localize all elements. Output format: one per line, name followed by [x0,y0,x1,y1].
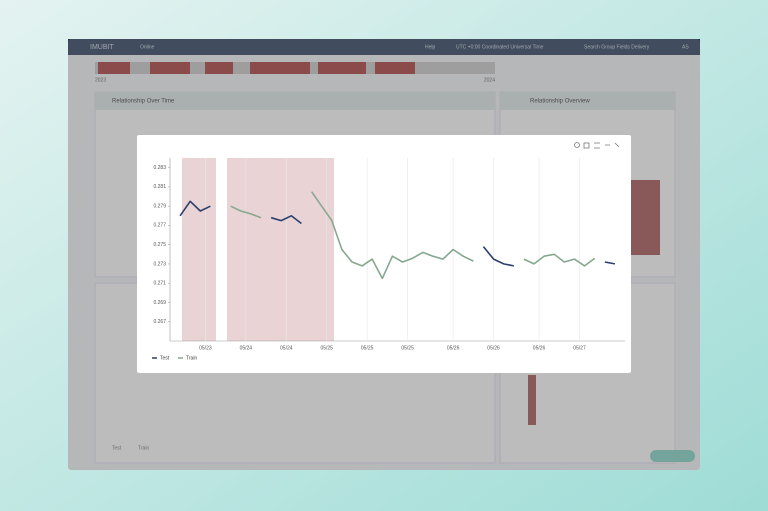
group-select[interactable]: Search Group Fields Delivery [584,44,650,50]
train-region [182,158,216,341]
x-tick-label: 05/25 [401,345,414,351]
legend-label: Test [112,445,122,451]
y-tick-label: 0.279 [153,203,166,209]
legend-label: Test [160,355,170,361]
y-tick-label: 0.275 [153,242,166,248]
x-tick-label: 05/24 [280,345,293,351]
x-tick-label: 05/26 [447,345,460,351]
series-line [230,191,596,280]
panel-title: Relationship Overview [530,99,590,105]
brand: IMUBIT [90,44,114,51]
top-bar [68,39,700,55]
x-tick-label: 05/25 [320,345,333,351]
timeline-end: 2024 [484,77,495,83]
x-tick-label: 05/24 [240,345,253,351]
y-tick-label: 0.281 [153,184,166,190]
y-tick-label: 0.283 [153,165,166,171]
panel-title: Relationship Over Time [112,99,175,105]
modal: 0.283 0.281 0.279 0.277 0.275 0.273 0.271 0.269… [137,135,631,373]
legend-label: Train [186,355,197,361]
button[interactable] [650,450,695,462]
y-tick-label: 0.269 [153,300,166,306]
y-tick-label: 0.277 [153,223,166,229]
train-region [227,158,334,341]
timeline-start: 2023 [95,77,106,83]
x-tick-label: 05/26 [533,345,546,351]
x-tick-label: 05/25 [361,345,374,351]
x-tick-label: 05/23 [199,345,212,351]
nav[interactable]: Online [140,44,155,50]
legend-label: Train [138,445,149,451]
y-tick-label: 0.273 [153,261,166,267]
user[interactable]: AS [682,44,689,50]
x-tick-label: 05/26 [487,345,500,351]
help[interactable]: Help [425,44,436,50]
x-tick-label: 05/27 [573,345,586,351]
timezone[interactable]: UTC +0:00 Coordinated Universal Time [456,44,544,50]
y-tick-label: 0.267 [153,319,166,325]
series-line [179,200,616,267]
y-tick-label: 0.271 [153,281,166,287]
